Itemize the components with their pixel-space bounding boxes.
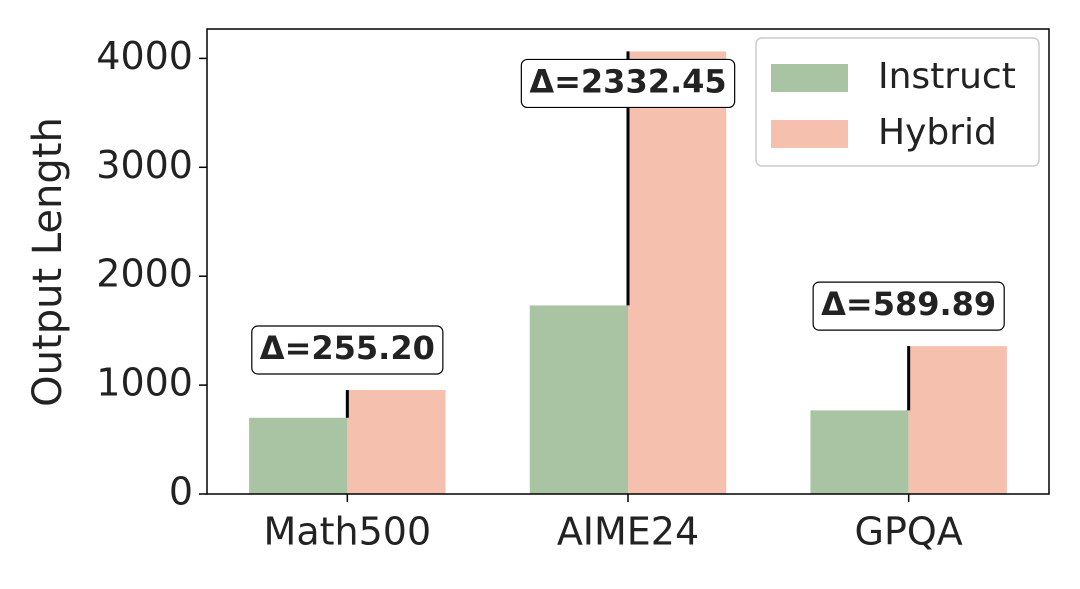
y-tick-label: 1000 [96,361,193,405]
bar [908,346,1007,494]
annotation: Δ=2332.45 [520,58,736,109]
y-tick-label: 3000 [96,143,193,187]
annotation-label: Δ=2332.45 [529,62,726,100]
x-tick-label: GPQA [855,510,963,554]
bar [810,410,909,494]
annotation-box [520,58,736,109]
annotation-box [812,281,1005,331]
bar [347,389,446,494]
legend-swatch [771,64,848,92]
bar [628,51,727,494]
x-tick-label: AIME24 [557,510,699,554]
y-tick-label: 2000 [96,252,193,296]
legend-label: Instruct [878,56,1016,97]
annotation: Δ=589.89 [812,281,1005,331]
annotation-label: Δ=589.89 [821,285,996,323]
y-tick-label: 4000 [96,34,193,78]
annotation: Δ=255.20 [251,325,444,375]
annotation-label: Δ=255.20 [260,329,435,367]
y-axis-label: Output Length [25,117,71,407]
bar [529,305,628,494]
annotation-box [251,325,444,375]
legend-swatch [771,120,848,148]
bar [249,417,348,494]
y-tick-label: 0 [169,470,193,514]
plot-frame [206,28,1050,495]
x-tick-label: Math500 [264,510,432,554]
legend-label: Hybrid [878,112,997,153]
